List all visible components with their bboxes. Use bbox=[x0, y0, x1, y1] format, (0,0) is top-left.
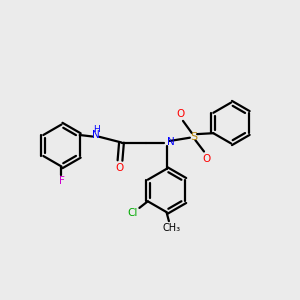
Text: H: H bbox=[93, 125, 99, 134]
Text: F: F bbox=[58, 176, 64, 187]
Text: O: O bbox=[115, 163, 123, 173]
Text: S: S bbox=[190, 131, 197, 142]
Text: N: N bbox=[167, 137, 174, 147]
Text: CH₃: CH₃ bbox=[163, 223, 181, 233]
Text: O: O bbox=[176, 109, 185, 119]
Text: O: O bbox=[202, 154, 211, 164]
Text: N: N bbox=[92, 130, 99, 140]
Text: Cl: Cl bbox=[128, 208, 138, 218]
